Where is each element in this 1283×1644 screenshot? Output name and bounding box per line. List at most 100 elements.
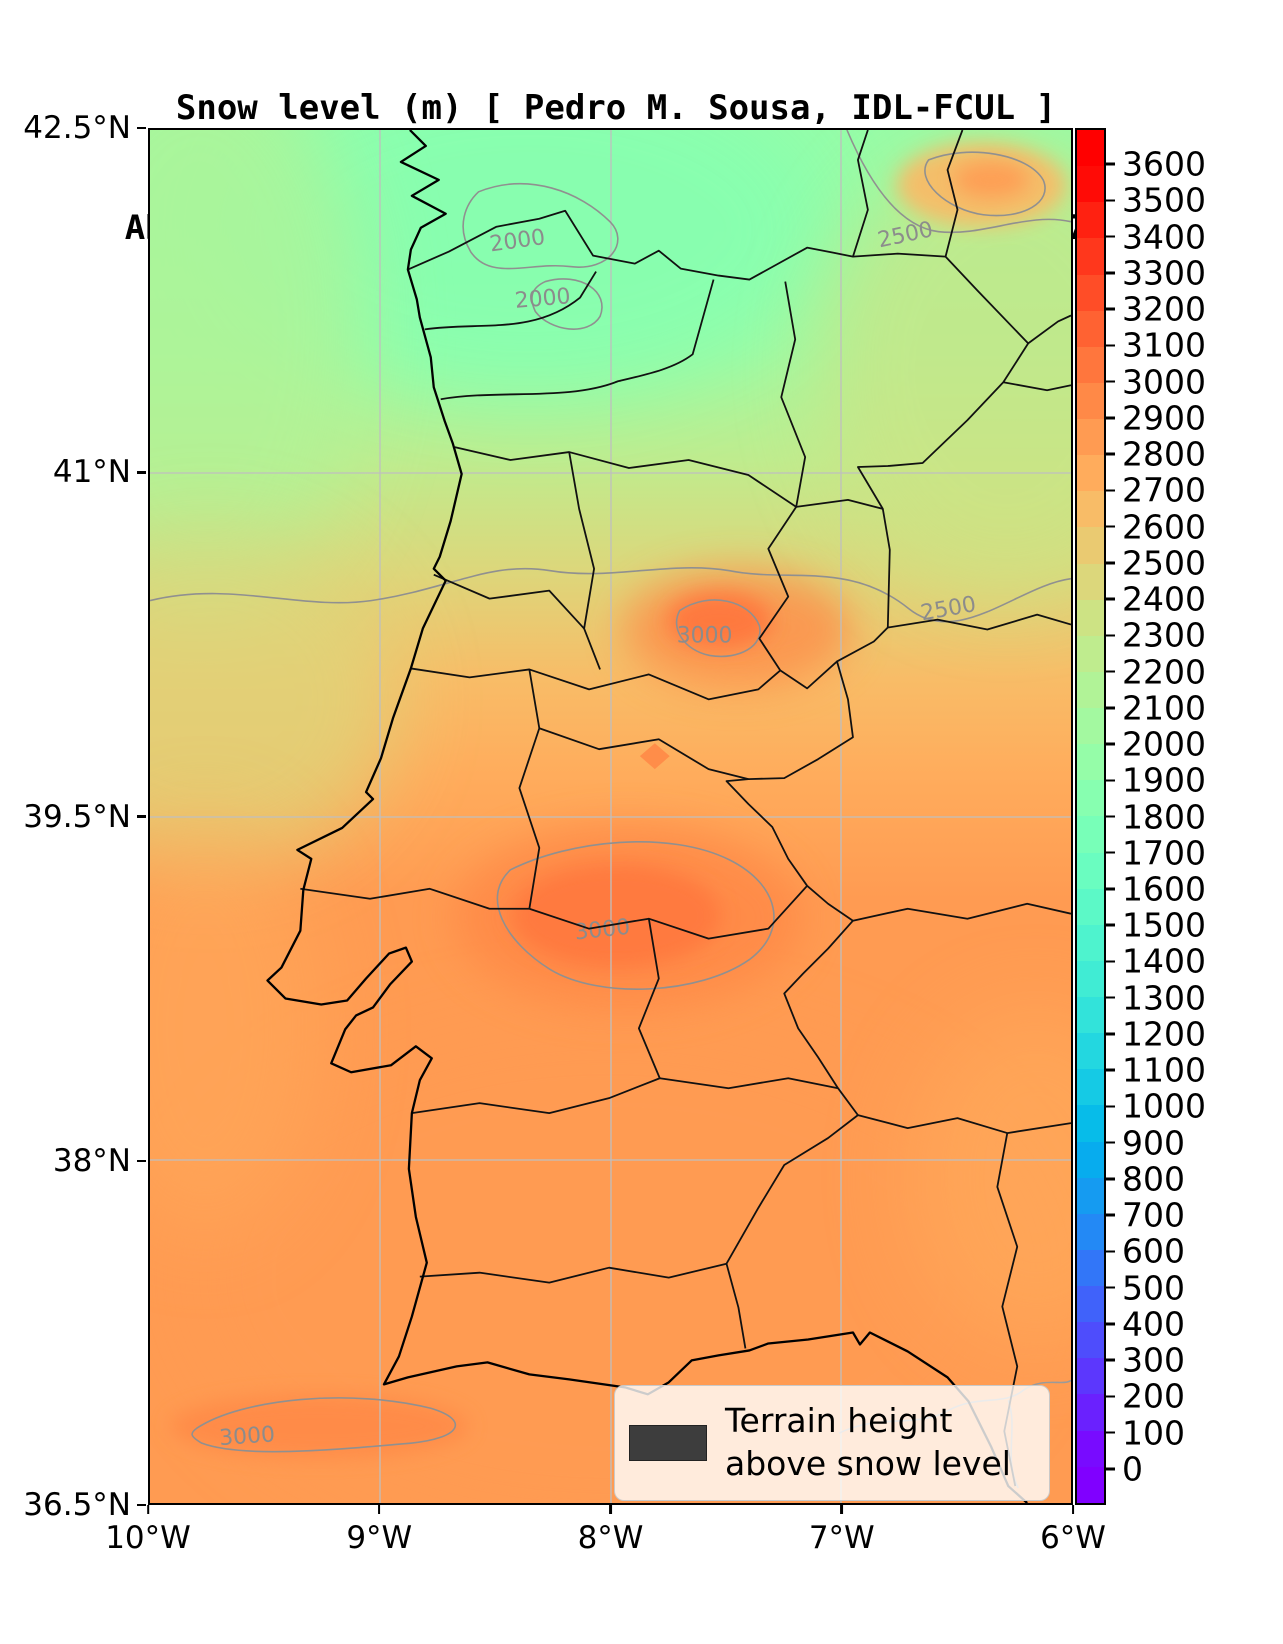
colorbar-segment bbox=[1077, 1177, 1104, 1214]
x-tick-label: 10°W bbox=[105, 1520, 191, 1556]
colorbar-tick-mark bbox=[1106, 887, 1115, 891]
x-tick-mark bbox=[840, 1505, 843, 1514]
colorbar-tick-label: 3500 bbox=[1122, 180, 1206, 220]
colorbar-tick-label: 700 bbox=[1122, 1195, 1185, 1235]
colorbar-tick-mark bbox=[1106, 1467, 1115, 1470]
colorbar-tick: 2100 bbox=[1106, 688, 1206, 727]
x-tick-mark bbox=[378, 1505, 381, 1514]
colorbar-tick-label: 300 bbox=[1122, 1340, 1185, 1380]
colorbar-tick-label: 800 bbox=[1122, 1159, 1185, 1199]
colorbar-tick-mark bbox=[1106, 960, 1115, 963]
colorbar-tick-mark bbox=[1106, 1105, 1115, 1108]
y-tick-mark bbox=[137, 1503, 146, 1507]
colorbar-segment bbox=[1077, 744, 1104, 781]
colorbar-tick-mark bbox=[1106, 199, 1115, 202]
terrain-legend-text: Terrain height above snow level bbox=[725, 1400, 1011, 1486]
colorbar-tick-label: 3400 bbox=[1122, 217, 1206, 257]
colorbar-segment bbox=[1077, 1394, 1104, 1431]
colorbar-segment bbox=[1077, 671, 1104, 708]
colorbar-tick-label: 3200 bbox=[1122, 289, 1206, 329]
colorbar-tick-mark bbox=[1106, 597, 1115, 601]
colorbar-ticks: 3600 3500 3400 3300 3200 3100 3000 2900 2800 2700… bbox=[1106, 128, 1283, 1505]
colorbar-segment bbox=[1077, 382, 1104, 419]
colorbar-segment bbox=[1077, 960, 1104, 997]
y-axis-ticks: 42.5°N 41°N 39.5°N 38°N 36.5°N bbox=[0, 110, 146, 1523]
colorbar-segment bbox=[1077, 1033, 1104, 1070]
colorbar-tick: 200 bbox=[1106, 1377, 1185, 1416]
colorbar-segment bbox=[1077, 635, 1104, 672]
colorbar-segment bbox=[1077, 1105, 1104, 1142]
colorbar-tick-mark bbox=[1106, 742, 1115, 746]
colorbar-segment bbox=[1077, 1430, 1104, 1467]
colorbar-tick: 2000 bbox=[1106, 725, 1206, 764]
y-tick: 41°N bbox=[53, 454, 146, 490]
colorbar-tick-mark bbox=[1106, 1213, 1115, 1217]
colorbar-tick-label: 100 bbox=[1122, 1413, 1185, 1453]
colorbar-tick-mark bbox=[1106, 1286, 1115, 1289]
x-tick: 9°W bbox=[346, 1505, 412, 1556]
y-tick-label: 42.5°N bbox=[23, 110, 131, 146]
colorbar-segment bbox=[1077, 888, 1104, 925]
x-axis-ticks: 10°W 9°W 8°W 7°W 6°W bbox=[105, 1505, 1106, 1585]
colorbar-tick-label: 2800 bbox=[1122, 434, 1206, 474]
colorbar-tick-mark bbox=[1106, 1141, 1115, 1144]
colorbar-segment bbox=[1077, 310, 1104, 347]
colorbar-tick-mark bbox=[1106, 271, 1115, 275]
colorbar-tick-mark bbox=[1106, 1395, 1115, 1398]
contour-label: 3000 bbox=[573, 915, 631, 946]
colorbar-tick: 2900 bbox=[1106, 398, 1206, 437]
colorbar-tick: 600 bbox=[1106, 1232, 1185, 1271]
colorbar-segment bbox=[1077, 780, 1104, 817]
colorbar-segment bbox=[1077, 1358, 1104, 1395]
colorbar-tick-label: 1600 bbox=[1122, 869, 1206, 909]
colorbar-tick-mark bbox=[1106, 1068, 1115, 1072]
colorbar-segment bbox=[1077, 708, 1104, 745]
y-tick: 42.5°N bbox=[23, 110, 146, 146]
colorbar-tick-label: 2700 bbox=[1122, 470, 1206, 510]
colorbar-tick-mark bbox=[1106, 670, 1115, 673]
colorbar-segment bbox=[1077, 1069, 1104, 1106]
colorbar-segment bbox=[1077, 455, 1104, 492]
colorbar-tick: 700 bbox=[1106, 1196, 1185, 1235]
colorbar-tick-mark bbox=[1106, 452, 1115, 456]
colorbar-tick-label: 0 bbox=[1122, 1449, 1143, 1489]
terrain-legend: Terrain height above snow level bbox=[614, 1385, 1050, 1501]
colorbar-tick-mark bbox=[1106, 344, 1115, 347]
colorbar-tick-label: 1300 bbox=[1122, 978, 1206, 1018]
colorbar-tick-mark bbox=[1106, 525, 1115, 528]
colorbar-segment bbox=[1077, 1141, 1104, 1178]
colorbar-segment bbox=[1077, 1322, 1104, 1359]
colorbar-tick: 3600 bbox=[1106, 145, 1206, 184]
x-tick: 10°W bbox=[105, 1505, 191, 1556]
x-tick-mark bbox=[609, 1505, 612, 1514]
colorbar-segment bbox=[1077, 419, 1104, 456]
title-line-1: Snow level (m) [ Pedro M. Sousa, IDL-FCU… bbox=[175, 88, 1057, 128]
colorbar-segment bbox=[1077, 599, 1104, 636]
colorbar-tick-mark bbox=[1106, 1177, 1115, 1181]
colorbar-tick-label: 1500 bbox=[1122, 905, 1206, 945]
colorbar-tick-label: 1000 bbox=[1122, 1086, 1206, 1126]
colorbar-tick-label: 3000 bbox=[1122, 362, 1206, 402]
x-tick-label: 9°W bbox=[346, 1520, 413, 1556]
graticule-gridlines bbox=[150, 130, 1071, 1503]
colorbar-tick: 1800 bbox=[1106, 797, 1206, 836]
colorbar-tick-mark bbox=[1106, 416, 1115, 420]
colorbar-tick-mark bbox=[1106, 706, 1115, 710]
colorbar-tick-label: 1400 bbox=[1122, 941, 1206, 981]
colorbar-tick-label: 2900 bbox=[1122, 398, 1206, 438]
colorbar-segment bbox=[1077, 202, 1104, 239]
colorbar-tick-label: 1900 bbox=[1122, 760, 1206, 800]
colorbar-tick: 400 bbox=[1106, 1304, 1185, 1343]
x-tick: 6°W bbox=[1040, 1505, 1106, 1556]
y-tick-mark bbox=[137, 1159, 146, 1162]
colorbar-segment bbox=[1077, 816, 1104, 853]
y-tick: 38°N bbox=[53, 1143, 146, 1179]
colorbar-segment bbox=[1077, 274, 1104, 311]
colorbar-tick-mark bbox=[1106, 380, 1115, 383]
y-tick-label: 36.5°N bbox=[23, 1487, 131, 1523]
colorbar-tick-mark bbox=[1106, 996, 1115, 999]
colorbar-tick: 1600 bbox=[1106, 869, 1206, 908]
y-tick-label: 38°N bbox=[52, 1142, 131, 1179]
colorbar-segment bbox=[1077, 166, 1104, 203]
